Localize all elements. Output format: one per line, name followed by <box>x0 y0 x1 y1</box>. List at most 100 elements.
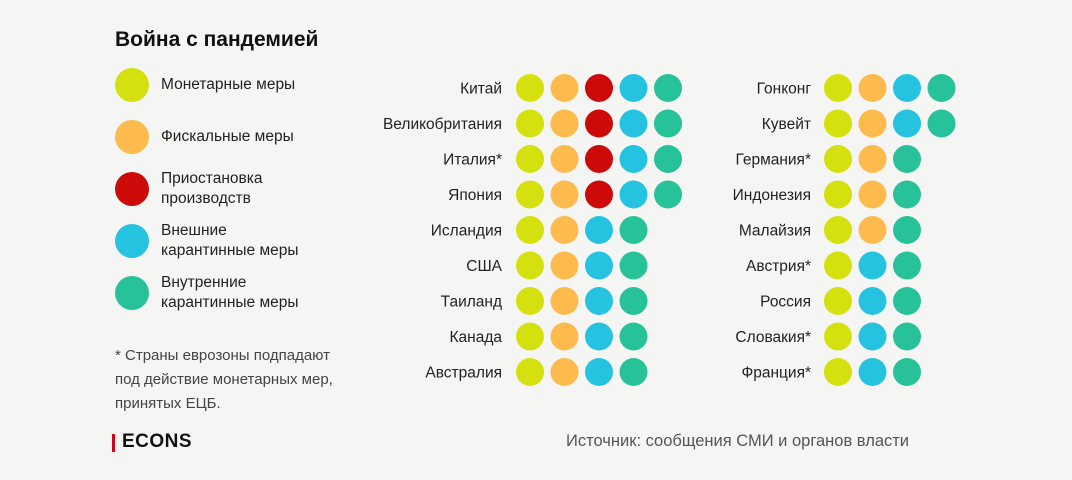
country-label: Канада <box>450 329 503 346</box>
measure-dot-monetary <box>516 251 544 280</box>
country-label: Япония <box>448 187 502 204</box>
measure-dot-shutdown <box>585 109 613 138</box>
country-label: Таиланд <box>441 294 502 311</box>
country-label: Италия* <box>443 152 502 169</box>
measure-dot-external <box>858 251 887 280</box>
measure-dot-monetary <box>516 287 544 315</box>
measure-dot-monetary <box>516 74 544 102</box>
measure-dot-monetary <box>516 145 544 173</box>
measure-dot-external <box>619 145 648 173</box>
measure-dot-internal <box>893 322 921 351</box>
legend-swatch-fiscal <box>115 120 149 154</box>
legend-swatch-internal <box>115 276 149 310</box>
measure-dot-internal <box>619 358 648 386</box>
measure-dot-monetary <box>516 109 544 138</box>
measure-dot-external <box>585 216 613 244</box>
measure-dot-shutdown <box>585 180 613 209</box>
footnote: * Страны еврозоны подпадают под действие… <box>115 347 333 412</box>
measure-dot-monetary <box>824 180 852 209</box>
measure-dot-fiscal <box>858 109 887 138</box>
source-note: Источник: сообщения СМИ и органов власти <box>566 432 910 450</box>
measure-dot-fiscal <box>550 74 579 102</box>
measure-dot-internal <box>654 74 682 102</box>
measure-dot-fiscal <box>550 180 579 209</box>
measure-dot-fiscal <box>858 74 887 102</box>
measure-dot-internal <box>893 145 921 173</box>
measure-dot-external <box>893 74 921 102</box>
legend-label-shutdown: Приостановка производств <box>161 170 263 207</box>
measure-dot-external <box>858 358 887 386</box>
country-label: Германия* <box>735 152 811 169</box>
country-label: Австралия <box>425 365 502 382</box>
measure-dot-external <box>585 251 613 280</box>
country-label: Кувейт <box>762 116 811 133</box>
measure-dot-external <box>585 322 613 351</box>
measure-dot-internal <box>654 145 682 173</box>
measure-dot-monetary <box>824 216 852 244</box>
measure-dot-fiscal <box>858 180 887 209</box>
measure-dot-monetary <box>824 322 852 351</box>
measure-dot-internal <box>893 216 921 244</box>
measure-dot-internal <box>893 358 921 386</box>
country-label: Индонезия <box>733 187 811 204</box>
measure-dot-internal <box>893 287 921 315</box>
legend-label-external: Внешние карантинные меры <box>161 222 299 259</box>
measure-dot-internal <box>927 74 956 102</box>
measure-dot-external <box>619 74 648 102</box>
measure-dot-external <box>585 358 613 386</box>
measure-dot-monetary <box>516 322 544 351</box>
country-label: Франция* <box>741 365 811 382</box>
legend-swatch-shutdown <box>115 172 149 206</box>
measure-dot-monetary <box>824 358 852 386</box>
measure-dot-monetary <box>824 74 852 102</box>
measure-dot-internal <box>619 287 648 315</box>
legend-label-internal: Внутренние карантинные меры <box>161 274 299 311</box>
country-label: Малайзия <box>739 223 811 240</box>
measure-dot-internal <box>619 322 648 351</box>
measure-dot-shutdown <box>585 74 613 102</box>
measure-dot-external <box>619 109 648 138</box>
measure-dot-fiscal <box>550 216 579 244</box>
measure-dot-fiscal <box>550 109 579 138</box>
country-label: Гонконг <box>757 81 812 98</box>
country-label: Китай <box>460 81 502 98</box>
country-label: США <box>466 258 502 275</box>
country-label: Словакия* <box>735 329 811 346</box>
measure-dot-external <box>858 287 887 315</box>
measure-dot-fiscal <box>550 322 579 351</box>
measure-dot-fiscal <box>550 251 579 280</box>
country-label: Исландия <box>431 223 502 240</box>
measure-dot-internal <box>893 180 921 209</box>
legend-label-fiscal: Фискальные меры <box>161 128 294 145</box>
measure-dot-external <box>619 180 648 209</box>
chart-title: Война с пандемией <box>115 28 319 51</box>
measure-dot-internal <box>927 109 956 138</box>
measure-dot-monetary <box>824 287 852 315</box>
logo-bar <box>112 434 115 452</box>
measure-dot-external <box>858 322 887 351</box>
measure-dot-fiscal <box>550 145 579 173</box>
legend-label-monetary: Монетарные меры <box>161 76 296 93</box>
measure-dot-fiscal <box>550 287 579 315</box>
country-label: Великобритания <box>383 116 502 133</box>
measure-dot-monetary <box>516 358 544 386</box>
logo-text: ECONS <box>122 431 193 452</box>
measure-dot-internal <box>619 216 648 244</box>
measure-dot-monetary <box>516 216 544 244</box>
measure-dot-external <box>585 287 613 315</box>
measure-dot-monetary <box>824 145 852 173</box>
measure-dot-monetary <box>824 109 852 138</box>
measure-dot-internal <box>654 109 682 138</box>
measure-dot-shutdown <box>585 145 613 173</box>
measure-dot-external <box>893 109 921 138</box>
measure-dot-fiscal <box>858 145 887 173</box>
legend-swatch-monetary <box>115 68 149 102</box>
country-label: Россия <box>760 294 811 311</box>
measure-dot-internal <box>619 251 648 280</box>
measure-dot-internal <box>654 180 682 209</box>
measure-dot-fiscal <box>550 358 579 386</box>
measure-dot-monetary <box>824 251 852 280</box>
legend-swatch-external <box>115 224 149 258</box>
country-label: Австрия* <box>746 258 811 275</box>
measure-dot-fiscal <box>858 216 887 244</box>
